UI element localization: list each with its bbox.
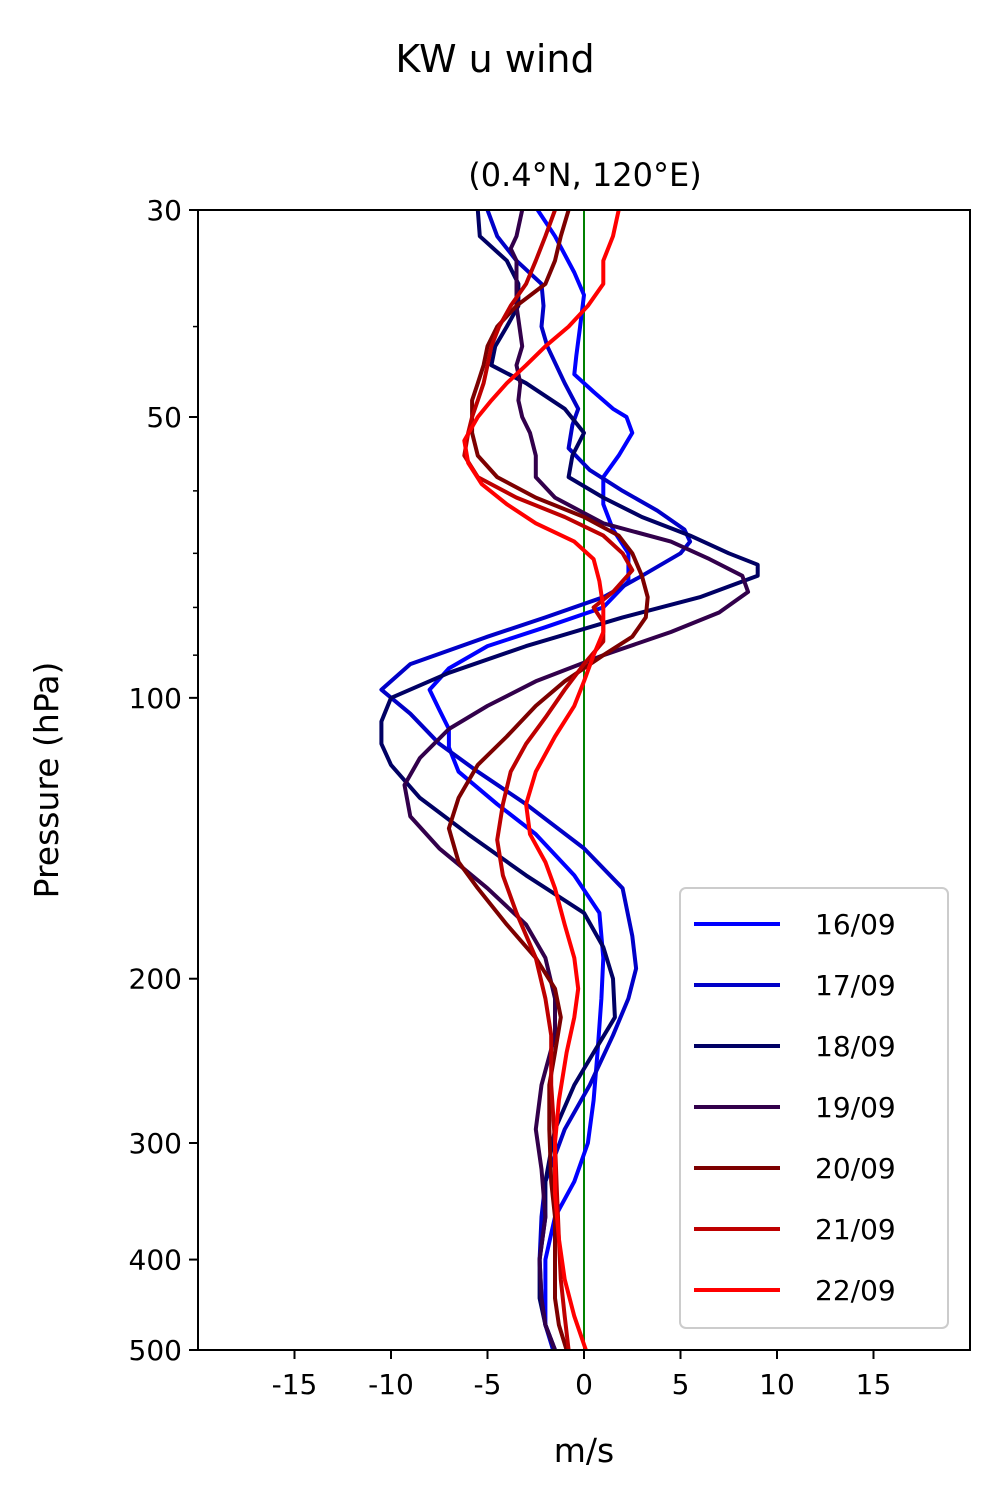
x-tick-label: 15	[856, 1368, 892, 1401]
legend-label: 16/09	[815, 908, 896, 941]
y-tick-label: 50	[146, 401, 182, 434]
legend-box	[679, 887, 949, 1329]
legend-label: 19/09	[815, 1091, 896, 1124]
legend: 16/09 17/09 18/09 19/09 20/09 21/09 22/09	[679, 887, 949, 1329]
y-tick-label: 400	[129, 1244, 182, 1277]
x-axis-label: m/s	[554, 1431, 614, 1470]
chart-title: (0.4°N, 120°E)	[468, 156, 701, 194]
y-axis-ticks: 30 50 100 200 300 400 500	[129, 194, 198, 1367]
series-line-7	[462, 210, 621, 1350]
y-axis-label: Pressure (hPa)	[27, 662, 66, 899]
legend-label: 18/09	[815, 1030, 896, 1063]
chart-suptitle: KW u wind	[395, 37, 594, 81]
series-line-2	[379, 210, 693, 1350]
x-tick-label: -10	[368, 1368, 414, 1401]
series-layer	[379, 210, 760, 1350]
y-tick-label: 30	[146, 194, 182, 227]
legend-label: 17/09	[815, 969, 896, 1002]
series-line-3	[379, 210, 760, 1350]
y-tick-label: 100	[129, 682, 182, 715]
x-tick-label: 0	[575, 1368, 593, 1401]
series-line-6	[462, 210, 635, 1350]
series-line-1	[427, 210, 635, 1350]
legend-label: 21/09	[815, 1213, 896, 1246]
series-line-4	[402, 210, 751, 1350]
x-tick-label: -5	[474, 1368, 502, 1401]
x-tick-label: -15	[272, 1368, 318, 1401]
x-axis-ticks: -15 -10 -5 0 5 10 15	[272, 1350, 892, 1401]
legend-label: 20/09	[815, 1152, 896, 1185]
x-tick-label: 5	[672, 1368, 690, 1401]
x-tick-label: 10	[759, 1368, 795, 1401]
legend-label: 22/09	[815, 1274, 896, 1307]
y-tick-label: 300	[129, 1127, 182, 1160]
y-tick-label: 500	[129, 1334, 182, 1367]
y-tick-label: 200	[129, 963, 182, 996]
